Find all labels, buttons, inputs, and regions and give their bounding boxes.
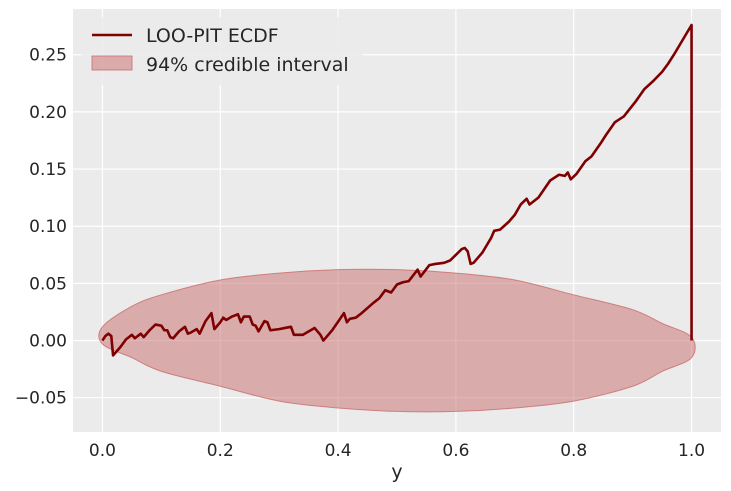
y-tick-label: 0.05 [29,274,67,294]
y-tick-label: 0.20 [29,103,67,123]
ecdf-line-layer [101,23,693,357]
x-tick-label: 0.0 [89,441,116,461]
credible-interval-band [98,268,696,413]
ecdf-line [101,23,693,357]
credible-interval-layer [98,268,696,413]
x-tick-label: 0.2 [207,441,234,461]
y-tick-label: 0.10 [29,217,67,237]
x-axis-ticks: 0.0 0.2 0.4 0.6 0.8 1.0 [89,441,705,461]
legend-box [81,17,363,85]
y-axis-ticks: −0.05 0.00 0.05 0.10 0.15 0.20 0.25 [15,46,67,409]
legend-swatch-credible-interval [91,55,133,71]
x-tick-label: 0.4 [325,441,352,461]
x-tick-label: 0.6 [442,441,469,461]
x-tick-label: 0.8 [560,441,587,461]
legend-label-ecdf: LOO-PIT ECDF [146,25,279,47]
y-tick-label: 0.25 [29,46,67,66]
legend-label-credible-interval: 94% credible interval [146,54,349,76]
x-tick-label: 1.0 [678,441,705,461]
legend: LOO-PIT ECDF 94% credible interval [81,17,363,85]
y-tick-label: −0.05 [15,389,67,409]
x-axis-label: y [391,461,402,483]
y-tick-label: 0.00 [29,332,67,352]
y-tick-label: 0.15 [29,160,67,180]
